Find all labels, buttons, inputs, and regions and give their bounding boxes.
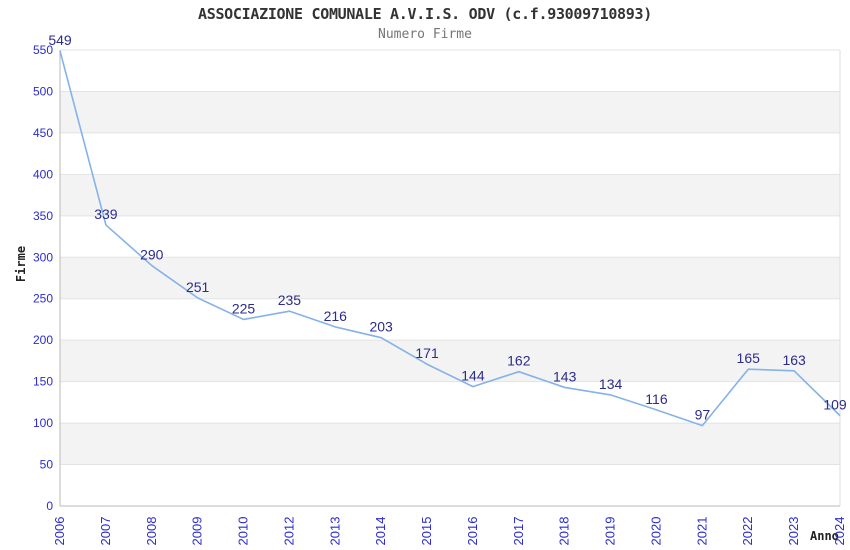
- data-label: 225: [232, 300, 256, 316]
- x-tick-label: 2009: [190, 517, 205, 546]
- data-label: 134: [599, 376, 623, 392]
- x-tick-label: 2015: [419, 517, 434, 546]
- y-tick-label: 150: [33, 375, 53, 389]
- y-tick-label: 400: [33, 167, 53, 181]
- y-tick-label: 350: [33, 209, 53, 223]
- x-tick-label: 2014: [373, 517, 388, 546]
- plot-band: [60, 257, 840, 299]
- plot-band: [60, 91, 840, 133]
- y-tick-label: 300: [33, 250, 53, 264]
- data-label: 116: [645, 391, 668, 407]
- y-tick-label: 0: [46, 499, 53, 513]
- data-label: 143: [553, 368, 577, 384]
- x-tick-label: 2019: [603, 517, 618, 546]
- data-label: 235: [278, 292, 302, 308]
- x-tick-label: 2016: [465, 517, 480, 546]
- data-label: 171: [415, 345, 439, 361]
- x-tick-label: 2023: [786, 517, 801, 546]
- data-label: 165: [737, 350, 761, 366]
- x-tick-label: 2006: [52, 517, 67, 546]
- data-label: 251: [186, 279, 210, 295]
- plot-band: [60, 423, 840, 465]
- x-tick-label: 2020: [648, 517, 663, 546]
- data-label: 97: [695, 407, 711, 423]
- data-label: 290: [140, 247, 164, 263]
- chart-subtitle: Numero Firme: [378, 27, 472, 42]
- chart-title: ASSOCIAZIONE COMUNALE A.V.I.S. ODV (c.f.…: [197, 5, 652, 23]
- data-label: 203: [369, 319, 393, 335]
- y-tick-label: 100: [33, 416, 53, 430]
- data-label: 216: [324, 308, 348, 324]
- x-tick-label: 2007: [98, 517, 113, 546]
- x-tick-label: 2018: [557, 517, 572, 546]
- y-tick-label: 450: [33, 126, 53, 140]
- x-tick-label: 2021: [694, 517, 709, 546]
- data-label: 549: [48, 32, 72, 48]
- y-tick-label: 550: [33, 43, 53, 57]
- y-tick-label: 200: [33, 333, 53, 347]
- x-tick-label: 2010: [236, 517, 251, 546]
- x-tick-label: 2024: [832, 517, 847, 546]
- plot-band: [60, 174, 840, 216]
- data-label: 162: [507, 353, 531, 369]
- series-line: [59, 50, 841, 427]
- x-tick-label: 2008: [144, 517, 159, 546]
- x-tick-label: 2012: [281, 517, 296, 546]
- y-tick-label: 50: [40, 458, 54, 472]
- x-tick-label: 2017: [511, 517, 526, 546]
- data-label: 339: [94, 206, 118, 222]
- data-label: 109: [823, 397, 847, 413]
- x-axis-title: Anno: [810, 529, 839, 543]
- data-label: 144: [461, 368, 485, 384]
- y-tick-label: 500: [33, 84, 53, 98]
- x-tick-label: 2013: [327, 517, 342, 546]
- x-tick-label: 2022: [740, 517, 755, 546]
- y-tick-label: 250: [33, 292, 53, 306]
- data-label: 163: [782, 352, 806, 368]
